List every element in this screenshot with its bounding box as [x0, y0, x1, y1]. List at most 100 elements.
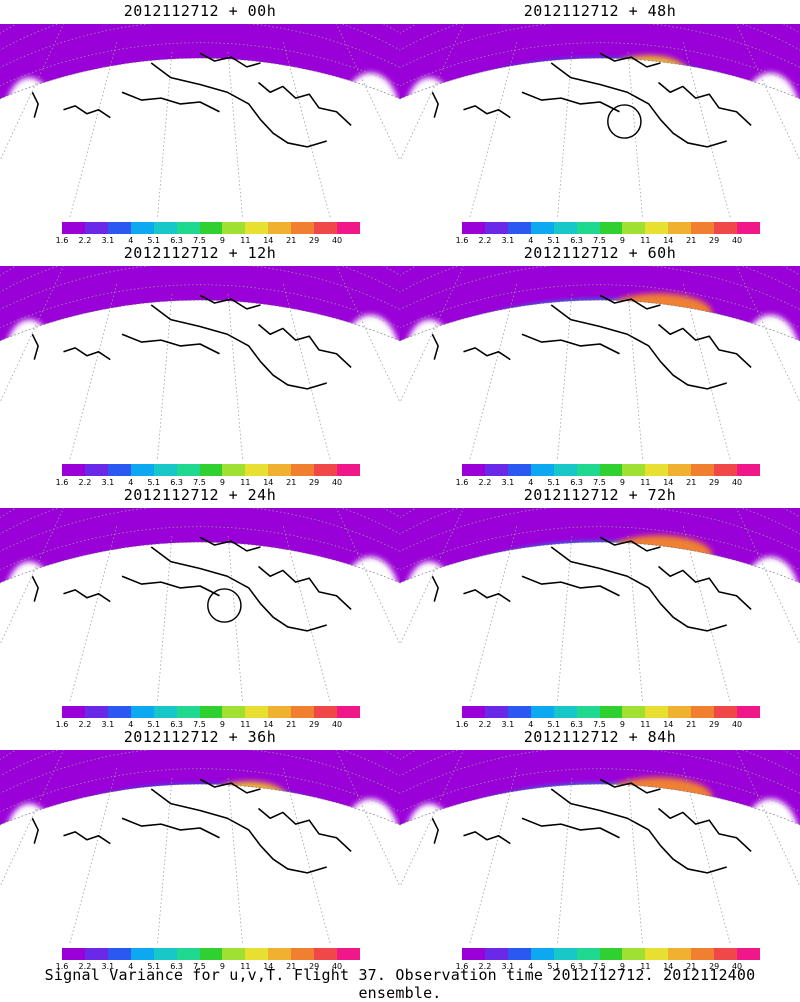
colorbar-tick-label: 7.5 [193, 720, 206, 729]
colorbar-tick-label: 14 [663, 478, 674, 487]
missing-data-area [5, 803, 54, 877]
missing-data-area [741, 556, 800, 635]
colorbar-tick-label: 29 [309, 720, 320, 729]
variance-contour [184, 95, 236, 139]
colorbar-swatch [222, 222, 246, 234]
colorbar-tick-label: 29 [309, 236, 320, 245]
colorbar-tick-label: 3.1 [101, 962, 115, 971]
colorbar-tick-label: 5.1 [147, 962, 161, 971]
colorbar-swatch [62, 222, 85, 234]
colorbar-swatch [62, 948, 85, 960]
colorbar-tick-label: 1.6 [55, 478, 69, 487]
colorbar-swatch [737, 706, 760, 718]
colorbar-swatch [691, 464, 715, 476]
missing-data-area [5, 77, 54, 151]
colorbar-tick-label: 1.6 [55, 962, 69, 971]
variance-contour [49, 133, 78, 151]
missing-data-area [268, 656, 346, 691]
colorbar-tick-label: 14 [663, 236, 674, 245]
colorbar-tick-label: 6.3 [170, 962, 183, 971]
colorbar-swatch [84, 706, 108, 718]
missing-data-area [268, 898, 346, 933]
colorbar-swatch [599, 706, 623, 718]
colorbar-swatch [268, 948, 292, 960]
colorbar-tick-label: 2.2 [78, 236, 92, 245]
colorbar-swatch [691, 948, 715, 960]
colorbar-tick-label: 40 [331, 478, 343, 487]
colorbar-tick-label: 9 [619, 236, 625, 245]
colorbar-swatch [599, 222, 623, 234]
colorbar-swatch [737, 464, 760, 476]
colorbar-ticks: 1.6 2.2 3.1 4 5.1 6.3 7.5 9 11 14 21 29 40 [56, 720, 360, 730]
variance-contour [449, 129, 468, 151]
colorbar-tick-label: 14 [663, 720, 674, 729]
coastlines [31, 536, 352, 632]
colorbar-swatch [245, 222, 269, 234]
colorbar-swatch [714, 222, 738, 234]
panel-title: 2012112712 + 00h [123, 2, 277, 20]
colorbar-tick-label: 40 [731, 478, 743, 487]
colorbar-tick-label: 21 [286, 720, 297, 729]
colorbar [62, 706, 360, 718]
colorbar-swatch [84, 464, 108, 476]
colorbar-tick-label: 7.5 [193, 478, 206, 487]
missing-data-area [341, 556, 400, 635]
colorbar-swatch [107, 222, 131, 234]
missing-data-area [668, 898, 746, 933]
colorbar-tick-label: 40 [731, 720, 743, 729]
variance-contour [198, 345, 238, 374]
forecast-panel: 2012112712 + 60h 1.6 2.2 3.1 4 5.1 6.3 7.5 9 11 14… [400, 242, 800, 492]
colorbar-swatch [291, 948, 315, 960]
colorbar-swatch [484, 706, 508, 718]
colorbar-swatch [553, 222, 577, 234]
missing-data-area [268, 414, 346, 449]
coastlines [431, 52, 752, 148]
panel-title: 2012112712 + 36h [123, 728, 277, 746]
colorbar-tick-label: 7.5 [593, 720, 606, 729]
colorbar-tick-label: 14 [263, 236, 274, 245]
colorbar-tick-label: 1.6 [455, 720, 469, 729]
variance-contour [49, 855, 68, 877]
colorbar-tick-label: 6.3 [570, 720, 583, 729]
variance-contour [604, 293, 713, 333]
variance-map [0, 266, 400, 461]
colorbar-tick-label: 21 [686, 478, 697, 487]
colorbar-tick-label: 6.3 [170, 478, 183, 487]
colorbar-tick-label: 4 [528, 962, 534, 971]
missing-data-area [405, 319, 454, 393]
colorbar-tick-label: 4 [128, 478, 134, 487]
colorbar-swatch [645, 222, 669, 234]
missing-data-area [741, 314, 800, 393]
colorbar-tick-label: 29 [709, 962, 720, 971]
missing-data-area [341, 72, 400, 151]
colorbar-swatch [553, 948, 577, 960]
variance-contour [448, 369, 469, 393]
colorbar-swatch [245, 464, 269, 476]
colorbar-tick-label: 4 [128, 236, 134, 245]
variance-contour [156, 576, 274, 625]
colorbar-swatch [645, 948, 669, 960]
colorbar-swatch [245, 948, 269, 960]
panel-title: 2012112712 + 84h [523, 728, 677, 746]
variance-contour [55, 620, 72, 635]
colorbar-swatch [176, 464, 200, 476]
variance-contour [604, 535, 713, 575]
colorbar-tick-label: 11 [640, 962, 651, 971]
colorbar-tick-label: 9 [619, 478, 625, 487]
variance-contour [414, 300, 786, 393]
variance-contour [83, 324, 317, 393]
missing-data-area [341, 798, 400, 877]
colorbar-swatch [84, 948, 108, 960]
missing-data-area [341, 314, 400, 393]
colorbar-tick-label: 14 [263, 962, 274, 971]
variance-contour [68, 798, 342, 877]
colorbar-tick-label: 21 [286, 962, 297, 971]
variance-contour [441, 117, 477, 151]
colorbar-tick-label: 40 [331, 720, 343, 729]
variance-contour [419, 58, 781, 151]
colorbar-tick-label: 40 [731, 962, 743, 971]
colorbar-swatch [576, 464, 600, 476]
variance-contour [439, 841, 479, 877]
colorbar-tick-label: 6.3 [170, 720, 183, 729]
colorbar-tick-label: 9 [619, 962, 625, 971]
